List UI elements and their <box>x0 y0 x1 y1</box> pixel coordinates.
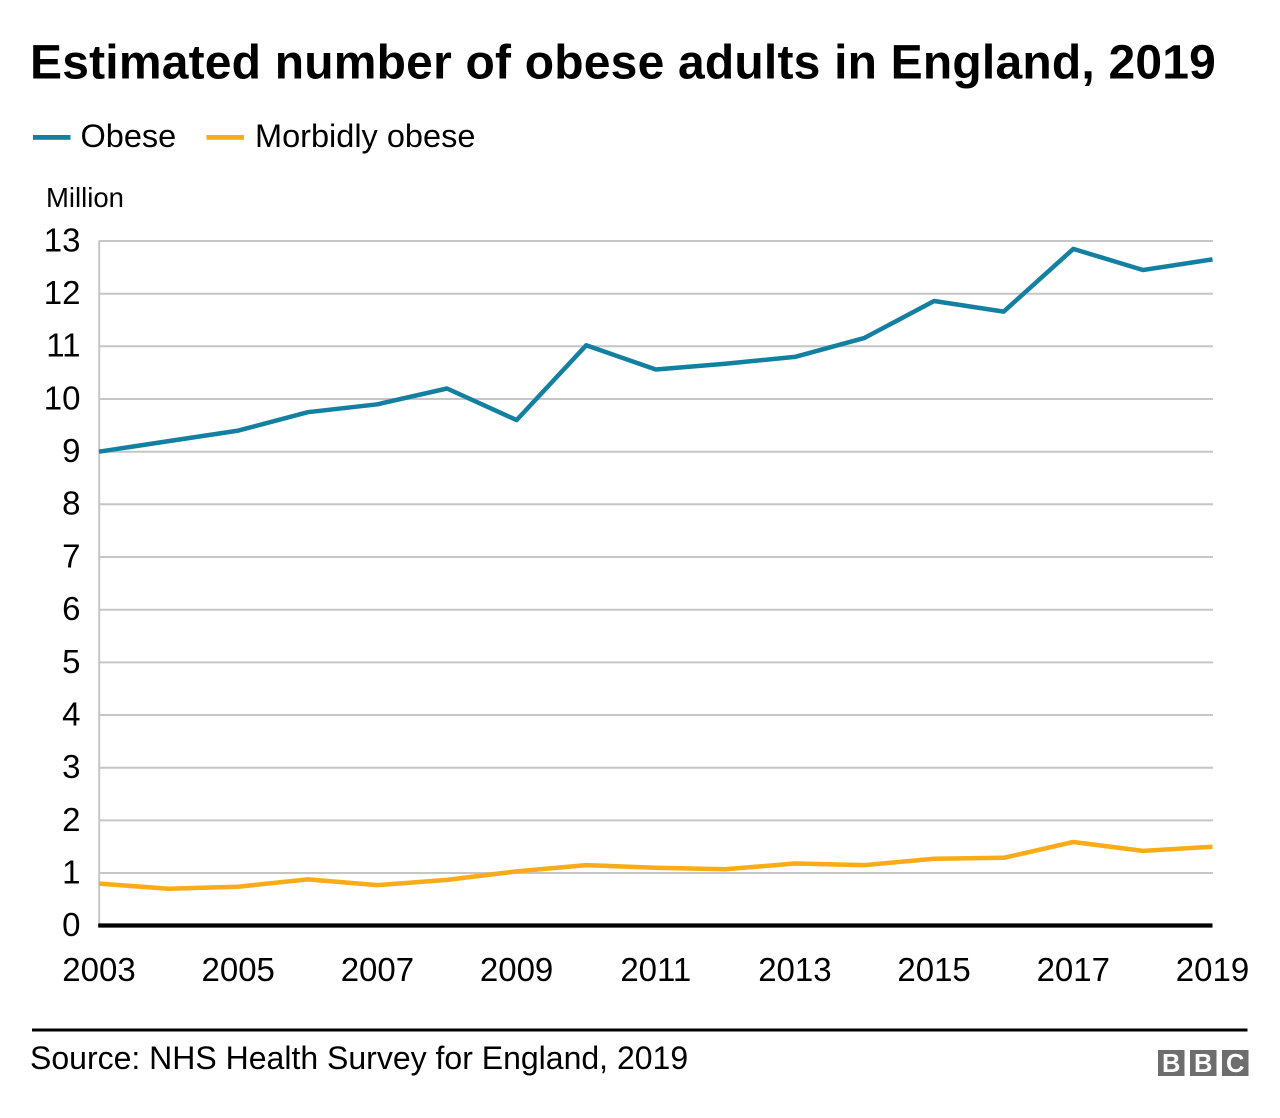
svg-text:6: 6 <box>62 590 80 627</box>
svg-text:C: C <box>1226 1050 1244 1078</box>
svg-text:Estimated number of obese adul: Estimated number of obese adults in Engl… <box>30 37 1216 90</box>
svg-text:2019: 2019 <box>1176 951 1249 988</box>
svg-text:2011: 2011 <box>620 951 691 988</box>
svg-text:2017: 2017 <box>1037 951 1110 988</box>
svg-text:1: 1 <box>62 853 80 890</box>
svg-text:Morbidly obese: Morbidly obese <box>255 118 475 154</box>
svg-text:2015: 2015 <box>897 951 970 988</box>
svg-text:11: 11 <box>46 327 80 364</box>
svg-text:10: 10 <box>44 379 81 416</box>
svg-text:2003: 2003 <box>62 951 135 988</box>
svg-text:0: 0 <box>62 906 80 943</box>
svg-text:13: 13 <box>44 221 81 258</box>
svg-text:Source: NHS Health Survey for: Source: NHS Health Survey for England, 2… <box>30 1040 688 1076</box>
svg-text:Obese: Obese <box>81 118 177 154</box>
svg-text:2005: 2005 <box>201 951 274 988</box>
svg-text:8: 8 <box>62 485 80 522</box>
svg-text:9: 9 <box>62 432 80 469</box>
svg-text:Million: Million <box>46 182 124 213</box>
svg-text:2: 2 <box>62 801 80 838</box>
svg-text:2013: 2013 <box>758 951 831 988</box>
svg-text:2007: 2007 <box>341 951 414 988</box>
svg-text:B: B <box>1194 1050 1212 1078</box>
svg-text:5: 5 <box>62 643 80 680</box>
svg-text:B: B <box>1162 1050 1180 1078</box>
svg-text:7: 7 <box>62 537 80 574</box>
svg-text:3: 3 <box>62 748 80 785</box>
svg-text:4: 4 <box>62 695 80 732</box>
svg-text:2009: 2009 <box>480 951 553 988</box>
svg-text:12: 12 <box>44 274 81 311</box>
